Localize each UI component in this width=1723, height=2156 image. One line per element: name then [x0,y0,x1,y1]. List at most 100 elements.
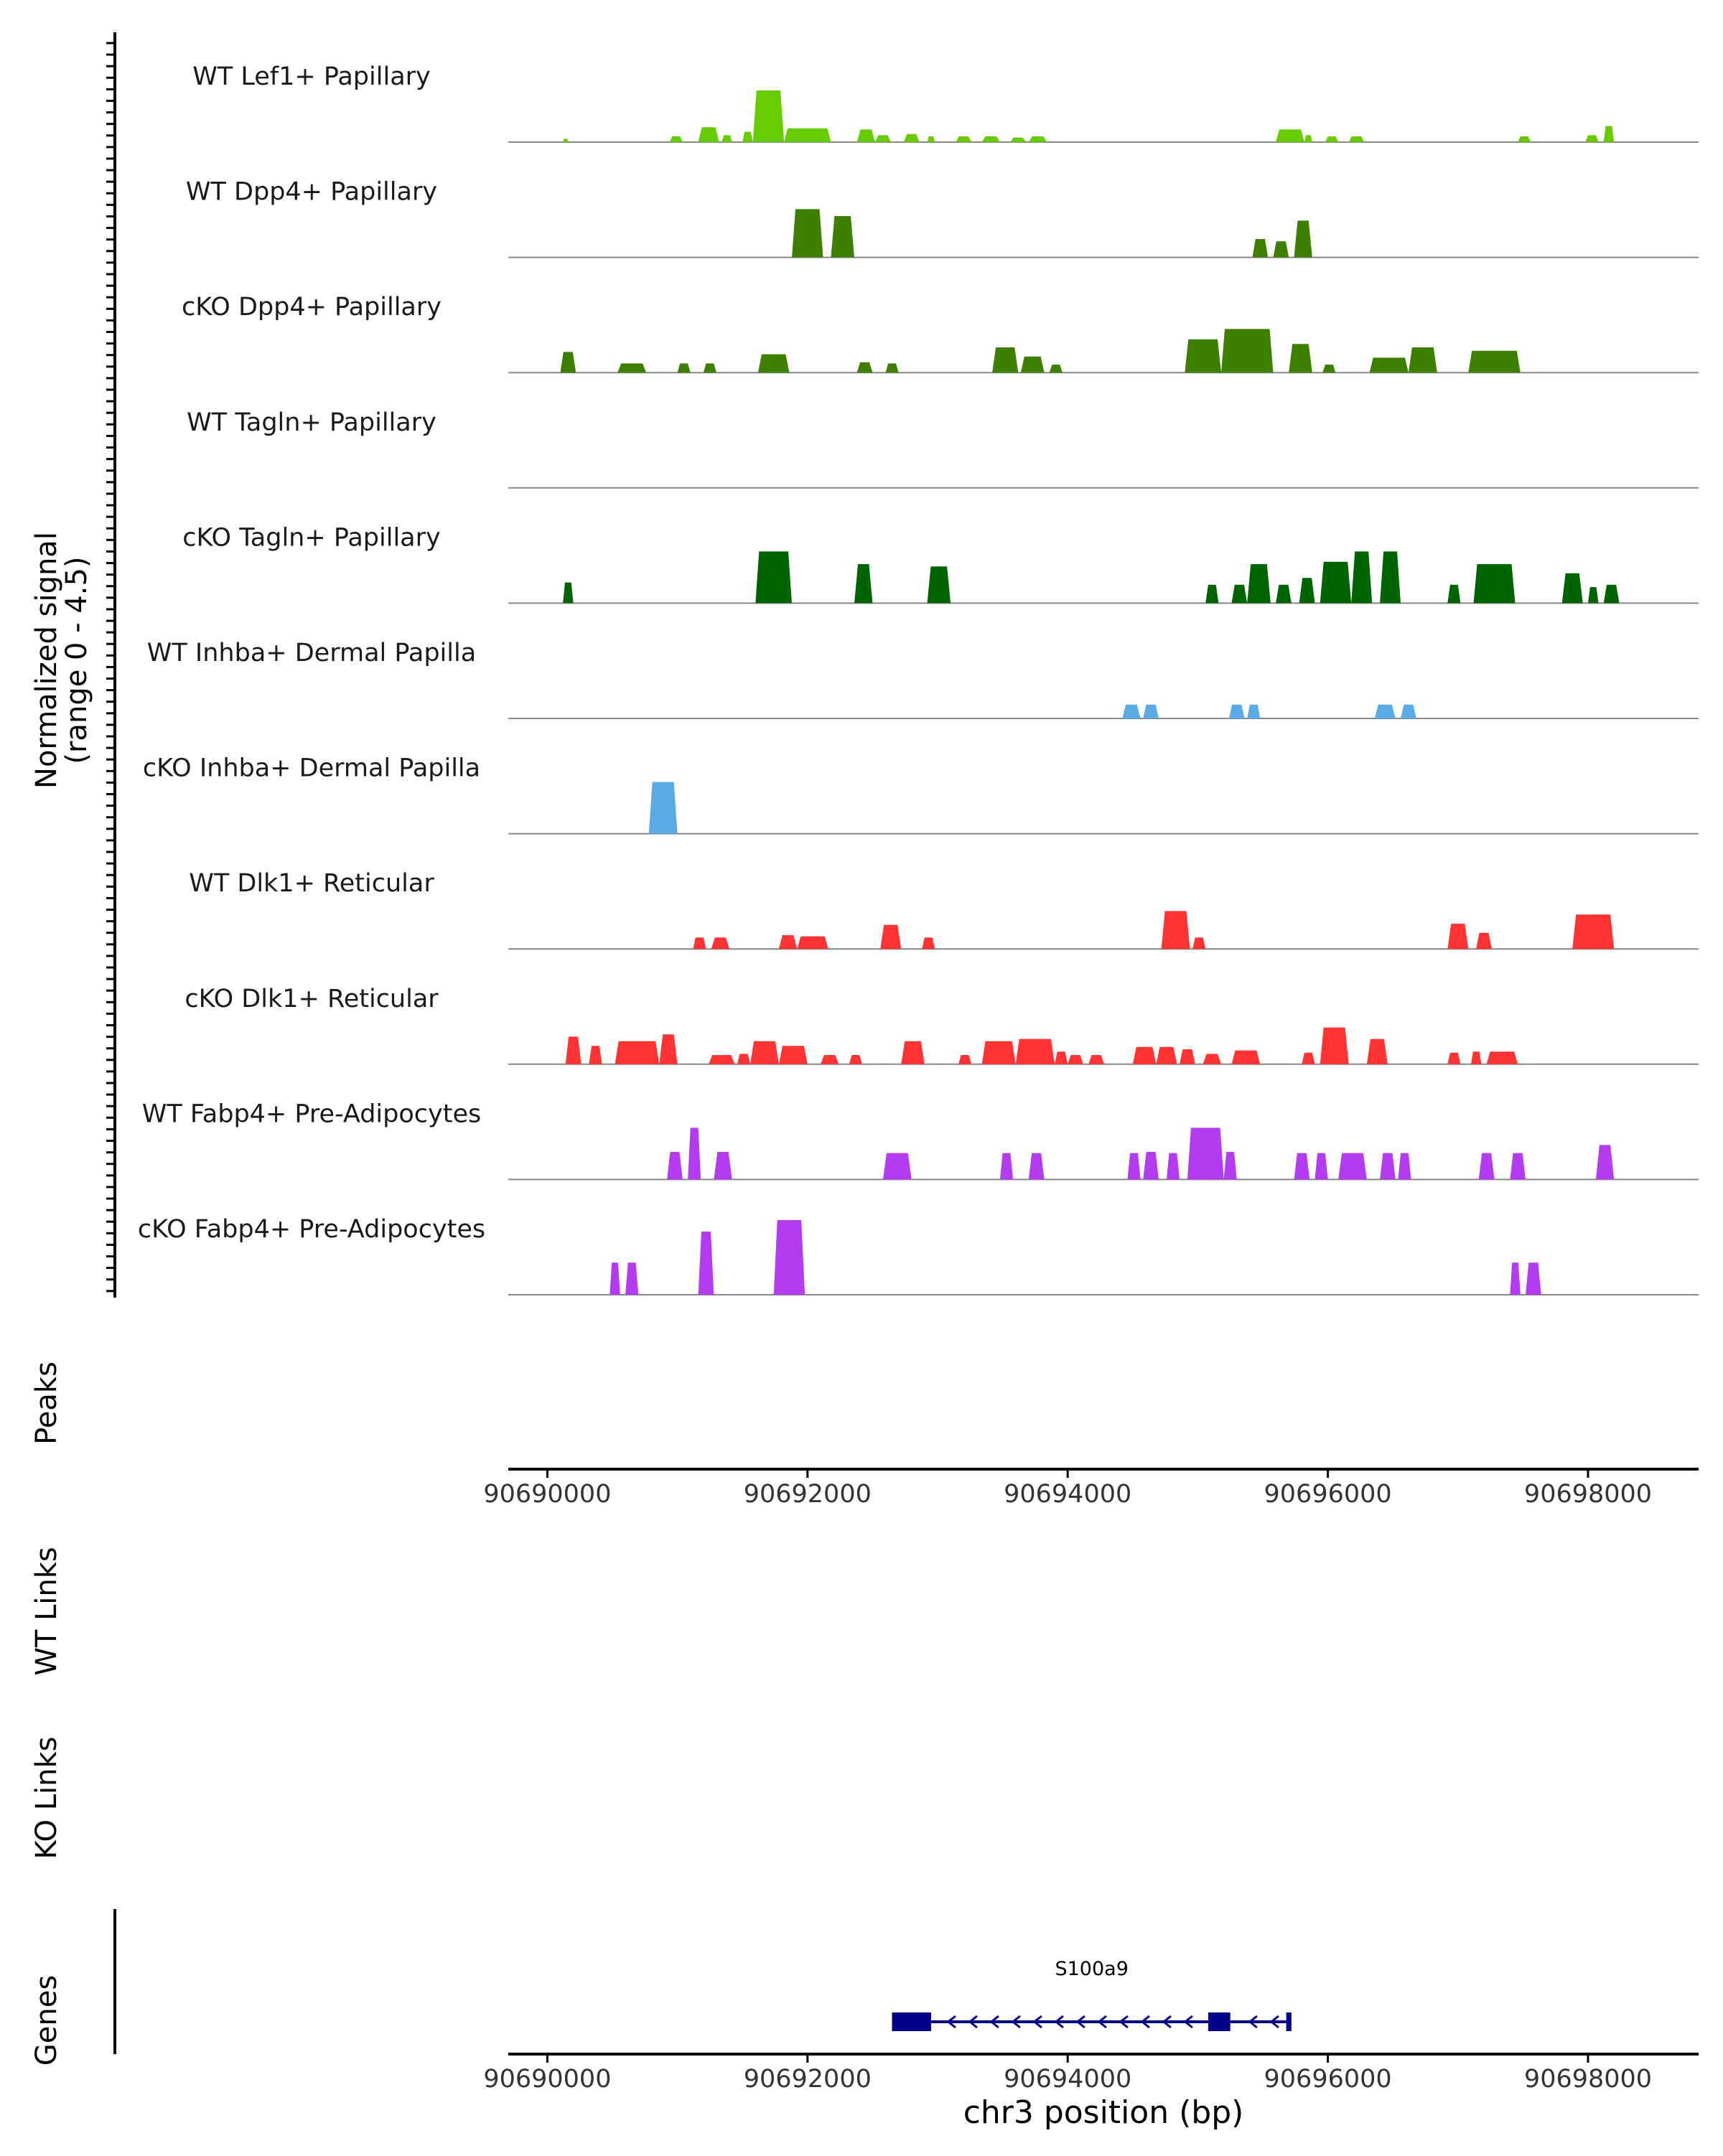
coverage-peak [1526,1262,1541,1295]
coverage-peak [1276,584,1292,604]
coverage-peak [1338,1153,1367,1180]
x-tick-label: 90694000 [1004,1480,1131,1509]
coverage-peak [1561,573,1583,604]
track-2: WT Dpp4+ Papillary [186,178,1699,258]
coverage-peak [667,1152,683,1180]
track-3: cKO Dpp4+ Papillary [182,293,1699,374]
coverage-peak [1028,1153,1045,1180]
strand-arrow [1140,2015,1150,2029]
x-tick-label: 90690000 [483,1480,611,1509]
strand-arrow [1097,2015,1107,2029]
coverage-peak [1473,564,1516,604]
coverage-peak [1510,1153,1526,1180]
coverage-peak [1143,704,1159,718]
coverage-peak [1088,1055,1104,1064]
x-tick-label: 90692000 [744,1480,872,1509]
coverage-peak [1304,135,1312,142]
coverage-peak [615,1041,660,1064]
genes-panel-label: Genes [30,1975,63,2066]
track-label: cKO Inhba+ Dermal Papilla [143,754,480,783]
track-6: WT Inhba+ Dermal Papilla [147,639,1699,719]
strand-arrow [946,2015,956,2029]
strand-arrow [1075,2015,1085,2029]
track-label: cKO Tagln+ Papillary [182,523,441,552]
coverage-peak [1447,1052,1461,1064]
coverage-peak [1055,1051,1068,1064]
strand-arrow [1248,2015,1258,2029]
x-tick-label: 90690000 [483,2065,611,2094]
coverage-peak [1028,136,1047,142]
coverage-peak [1315,1153,1328,1180]
gene-name-label: S100a9 [1055,1958,1128,1980]
coverage-peak [709,1055,735,1064]
coverage-peak [927,136,935,142]
track-1: WT Lef1+ Papillary [192,62,1699,143]
track-label: WT Fabp4+ Pre-Adipocytes [142,1100,481,1128]
coverage-peak [1185,339,1221,373]
coverage-peak [981,1041,1016,1064]
coverage-peak [1294,220,1312,258]
track-4: WT Tagln+ Papillary [187,408,1699,489]
coverage-peak [1302,1052,1315,1064]
coverage-peak [885,363,899,373]
coverage-peak [1518,136,1531,142]
coverage-peak [563,582,574,604]
coverage-peak [752,90,785,142]
gene-exon [892,2012,931,2031]
coverage-peak [688,1128,701,1180]
coverage-peak [1122,704,1141,718]
coverage-peak [1166,1153,1180,1180]
coverage-peak [856,129,875,142]
coverage-peak [1192,937,1206,950]
track-9: cKO Dlk1+ Reticular [185,985,1699,1065]
coverage-peak [854,564,873,604]
coverage-peak [903,133,920,142]
coverage-peak [784,128,831,142]
coverage-peak [797,936,828,950]
coverage-peak [1398,1153,1411,1180]
coverage-peak [1468,350,1521,373]
coverage-peak [1588,587,1599,604]
coverage-peak [722,135,732,142]
coverage-peak [703,363,716,373]
coverage-peak [648,782,678,834]
coverage-peak [875,135,891,142]
strand-arrow [1119,2015,1129,2029]
coverage-peak [617,363,647,373]
signal-y-ticks [106,42,115,1293]
track-11: cKO Fabp4+ Pre-Adipocytes [138,1215,1699,1295]
coverage-peak [750,1041,779,1064]
track-label: cKO Dlk1+ Reticular [185,985,439,1013]
coverage-peak [1247,564,1271,604]
x-tick-label: 90696000 [1264,2065,1392,2094]
coverage-peak [958,1055,972,1064]
coverage-peak [737,1054,750,1064]
track-label: WT Tagln+ Papillary [187,408,436,437]
strand-arrow [968,2015,978,2029]
coverage-peak [1351,551,1373,604]
coverage-peak [831,216,854,258]
coverage-peak [1247,704,1261,718]
coverage-peak [698,1232,714,1295]
coverage-peak [610,1262,620,1295]
coverage-tracks: WT Lef1+ Papillary WT Dpp4+ Papillary cKO … [138,62,1699,1295]
coverage-peak [999,1153,1014,1180]
coverage-peak [757,354,790,373]
track-8: WT Dlk1+ Reticular [189,869,1699,950]
coverage-peak [1476,932,1492,950]
x-tick-label: 90692000 [744,2065,872,2094]
gene-exon [1286,2012,1292,2031]
coverage-peak [755,551,792,604]
coverage-peak [1132,1046,1157,1064]
coverage-peak [1187,1128,1224,1180]
coverage-peak [1205,584,1219,604]
strand-arrow [1269,2015,1279,2029]
coverage-peak [1203,1054,1221,1064]
coverage-peak [1380,551,1401,604]
coverage-peak [981,136,1000,142]
coverage-peak [714,1152,732,1180]
coverage-peak [1156,1046,1177,1064]
strand-arrow [1162,2015,1172,2029]
coverage-peak [773,1220,806,1295]
